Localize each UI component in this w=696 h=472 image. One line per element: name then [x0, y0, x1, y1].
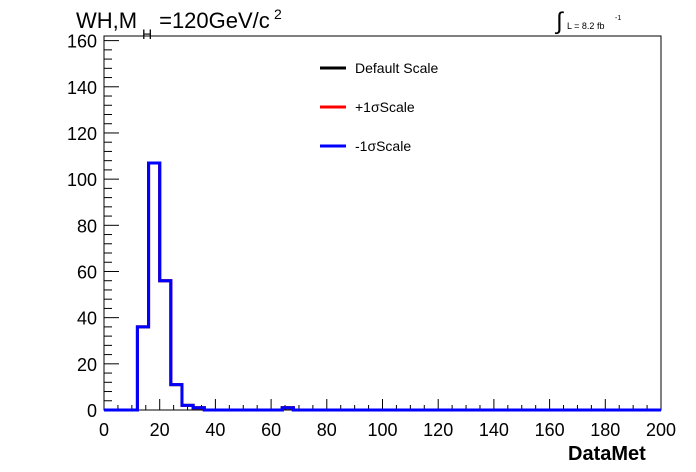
legend-label-1: Default Scale: [355, 60, 438, 76]
x-tick-label: 0: [99, 420, 109, 440]
legend: Default Scale +1σScale -1σScale: [320, 60, 438, 154]
x-tick-label: 40: [205, 420, 225, 440]
y-tick-label: 160: [67, 32, 97, 52]
y-tick-label: 20: [77, 355, 97, 375]
x-tick-label: 60: [261, 420, 281, 440]
legend-label-2: +1σScale: [355, 99, 415, 115]
y-tick-label: 100: [67, 170, 97, 190]
series-line-3: [104, 161, 661, 412]
y-axis-ticks: 0 20 40 60 80 100 120 140 160: [67, 32, 119, 421]
x-tick-label: 160: [535, 420, 565, 440]
x-tick-label: 100: [367, 420, 397, 440]
y-tick-label: 140: [67, 78, 97, 98]
y-tick-label: 80: [77, 216, 97, 236]
chart-title: WH,M =120GeV/c: [76, 8, 270, 34]
x-tick-label: 200: [646, 420, 676, 440]
title-superscript: 2: [274, 6, 282, 22]
integral-symbol: ∫: [556, 8, 563, 35]
y-tick-label: 60: [77, 262, 97, 282]
x-tick-label: 180: [590, 420, 620, 440]
y-tick-label: 40: [77, 309, 97, 329]
x-axis-ticks: 0 20 40 60 80 100 120 140 160 180 200: [99, 399, 676, 440]
histogram-series: [104, 161, 661, 412]
y-tick-label: 120: [67, 124, 97, 144]
x-tick-label: 80: [317, 420, 337, 440]
series-line-1: [104, 161, 661, 412]
plot-frame: [103, 35, 662, 411]
title-subscript: H: [142, 26, 153, 42]
luminosity-superscript: -1: [615, 15, 622, 22]
x-tick-label: 120: [423, 420, 453, 440]
x-tick-label: 20: [150, 420, 170, 440]
legend-label-3: -1σScale: [355, 138, 411, 154]
series-line-2: [104, 161, 661, 412]
title-text-main: WH,M: [76, 8, 138, 33]
y-tick-label: 0: [87, 401, 97, 421]
x-tick-label: 140: [479, 420, 509, 440]
x-axis-label: DataMet: [568, 443, 646, 465]
luminosity-label: L = 8.2 fb: [567, 21, 605, 31]
plot-axes: [103, 35, 662, 411]
title-text-rest: =120GeV/c: [159, 8, 270, 33]
